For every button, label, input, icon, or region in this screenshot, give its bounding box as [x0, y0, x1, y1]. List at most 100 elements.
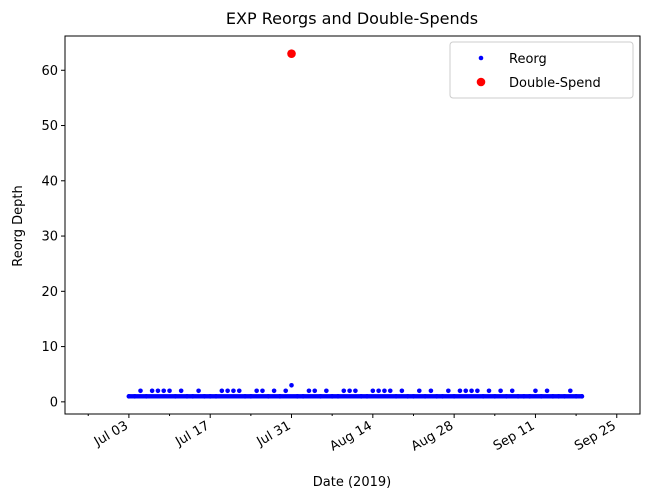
y-axis-ticks: 0 10 20 30 40 50 60 — [41, 64, 65, 410]
reorg-point — [358, 394, 364, 399]
reorg-point — [260, 388, 265, 394]
reorg-point — [318, 394, 323, 399]
y-axis-label: Reorg Depth — [11, 185, 26, 267]
reorg-point — [405, 394, 410, 399]
legend-label-double-spend: Double-Spend — [509, 76, 601, 91]
reorg-point — [469, 388, 474, 394]
reorg-point — [440, 394, 445, 399]
reorg-point — [579, 394, 585, 399]
reorg-point — [190, 394, 196, 399]
data-points — [126, 49, 585, 399]
reorg-point — [550, 394, 556, 399]
reorg-point — [300, 394, 306, 399]
reorg-point — [463, 388, 469, 394]
reorg-point — [486, 388, 492, 394]
chart-title: EXP Reorgs and Double-Spends — [226, 9, 478, 28]
reorg-point — [538, 394, 544, 399]
reorg-point — [556, 394, 561, 399]
reorg-point — [277, 394, 283, 399]
reorg-point — [173, 394, 178, 399]
reorg-point — [242, 394, 248, 399]
plot-frame — [64, 35, 641, 415]
double-spend-point — [287, 49, 296, 58]
reorg-point — [347, 388, 352, 394]
reorg-point — [416, 388, 422, 394]
reorg-point — [202, 394, 207, 399]
reorg-point — [324, 388, 329, 394]
reorg-point — [295, 394, 300, 399]
reorg-point — [207, 394, 213, 399]
reorg-point — [196, 388, 201, 394]
reorg-point — [132, 394, 137, 399]
x-axis-label: Date (2019) — [313, 475, 391, 490]
reorg-point — [341, 388, 347, 394]
reorg-point — [265, 394, 271, 399]
reorg-point — [329, 394, 335, 399]
reorg-point — [504, 394, 509, 399]
reorg-point — [184, 394, 190, 399]
reorg-point — [149, 388, 155, 394]
reorg-point — [271, 388, 277, 394]
reorg-point — [387, 388, 393, 394]
reorg-point — [498, 388, 503, 394]
reorg-point — [544, 388, 550, 394]
reorg-point — [422, 394, 428, 399]
y-tick-label: 40 — [41, 174, 58, 189]
reorg-point — [335, 394, 341, 399]
reorg-point — [138, 388, 143, 394]
reorg-point — [312, 388, 318, 394]
reorg-point — [161, 388, 167, 394]
y-tick-label: 50 — [41, 119, 58, 134]
chart-legend: Reorg Double-Spend — [449, 41, 634, 99]
legend-box — [449, 41, 634, 99]
plot-area — [65, 36, 640, 414]
reorg-point — [353, 388, 358, 394]
reorg-point — [480, 394, 486, 399]
reorg-point — [289, 382, 294, 388]
reorg-point — [393, 394, 399, 399]
reorg-point — [283, 388, 289, 394]
reorg-point — [521, 394, 527, 399]
y-tick-label: 10 — [41, 340, 58, 355]
reorg-point — [562, 394, 567, 399]
reorg-point — [254, 388, 259, 394]
reorg-point — [573, 394, 579, 399]
y-tick-label: 20 — [41, 285, 58, 300]
y-tick-label: 30 — [41, 230, 58, 245]
reorg-point — [515, 394, 521, 399]
reorg-point — [306, 388, 312, 394]
reorg-point — [155, 388, 161, 394]
reorg-point — [364, 394, 370, 399]
reorg-point — [457, 388, 463, 394]
reorg-point — [382, 388, 387, 394]
reorg-point — [236, 388, 242, 394]
reorg-point — [568, 388, 573, 394]
reorg-point — [219, 388, 225, 394]
reorg-point — [376, 388, 381, 394]
y-tick-label: 0 — [50, 395, 58, 410]
reorg-point — [492, 394, 498, 399]
reorg-point — [451, 394, 457, 399]
y-tick-label: 60 — [41, 64, 58, 79]
reorg-point — [126, 394, 132, 399]
reorg-point — [370, 388, 376, 394]
reorg-point — [213, 394, 219, 399]
reorg-point — [411, 394, 416, 399]
reorg-point — [248, 394, 254, 399]
legend-label-reorg: Reorg — [509, 52, 547, 67]
reorg-point — [475, 388, 480, 394]
reorg-point — [144, 394, 149, 399]
reorg-point — [399, 388, 405, 394]
reorg-point — [434, 394, 440, 399]
legend-marker-double-spend — [476, 77, 486, 87]
reorg-point — [509, 388, 515, 394]
reorg-point — [527, 394, 532, 399]
reorg-point — [533, 388, 538, 394]
reorg-point — [231, 388, 236, 394]
reorg-point — [167, 388, 172, 394]
reorg-point — [178, 388, 184, 394]
legend-marker-reorg — [478, 55, 484, 61]
reorg-point — [428, 388, 434, 394]
reorg-point — [225, 388, 230, 394]
